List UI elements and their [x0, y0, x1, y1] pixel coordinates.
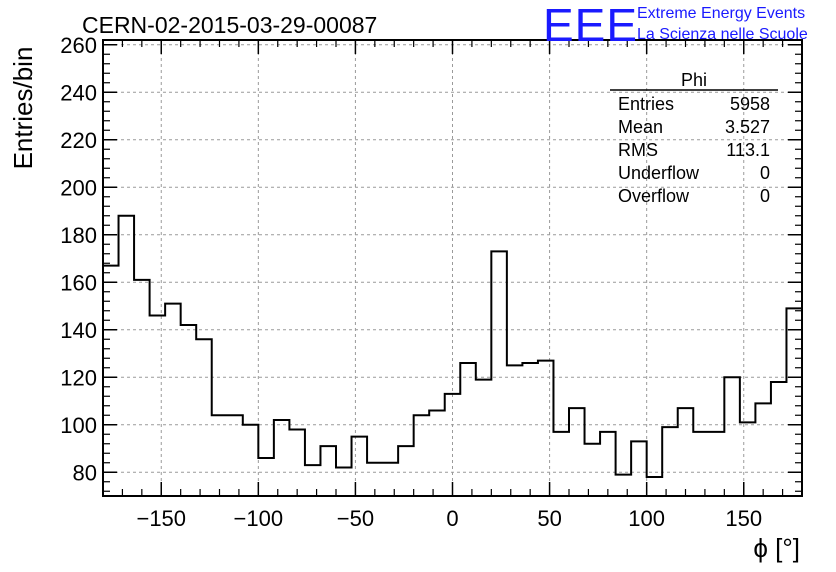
y-tick-label: 200: [60, 175, 97, 200]
logo-line-2: La Scienza nelle Scuole: [637, 26, 808, 43]
stats-row-label: Underflow: [618, 163, 700, 183]
x-tick-label: 0: [446, 506, 458, 531]
stats-rows: Entries 5958 Mean 3.527 RMS 113.1 Underflow 0 Ov…: [618, 94, 770, 206]
stats-row-label: Overflow: [618, 186, 690, 206]
stats-row-label: Mean: [618, 117, 663, 137]
y-tick-label: 180: [60, 223, 97, 248]
tick-labels: −150 −100 −50 0 50 100 150 80 100 120 140 160 180 200…: [60, 33, 762, 531]
stats-row-value: 0: [760, 163, 770, 183]
axis-ticks: [102, 40, 803, 496]
x-tick-label: −150: [136, 506, 186, 531]
histogram-outline: [103, 63, 803, 478]
x-axis-title: ϕ [°]: [753, 533, 800, 563]
y-tick-label: 160: [60, 270, 97, 295]
grid: [103, 40, 802, 496]
y-tick-label: 80: [73, 460, 97, 485]
stats-row-label: RMS: [618, 140, 658, 160]
y-tick-label: 220: [60, 128, 97, 153]
stats-row-label: Entries: [618, 94, 674, 114]
y-tick-label: 120: [60, 365, 97, 390]
stats-row-value: 0: [760, 186, 770, 206]
stats-row-value: 5958: [730, 94, 770, 114]
x-tick-label: −100: [234, 506, 284, 531]
stats-row-value: 113.1: [726, 140, 770, 160]
stats-box: Phi Entries 5958 Mean 3.527 RMS 113.1 Underflo…: [610, 70, 778, 206]
eee-logo-mark: EEE: [543, 0, 638, 51]
logo-line-1: Extreme Energy Events: [637, 5, 805, 22]
eee-logo: EEE Extreme Energy Events La Scienza nel…: [543, 0, 808, 51]
chart-title: CERN-02-2015-03-29-00087: [82, 12, 377, 38]
y-axis-title: Entries/bin: [8, 47, 38, 170]
y-tick-label: 260: [60, 33, 97, 58]
y-tick-label: 240: [60, 80, 97, 105]
y-tick-label: 140: [60, 318, 97, 343]
stats-box-name: Phi: [681, 70, 707, 90]
y-tick-label: 100: [60, 413, 97, 438]
x-tick-label: 50: [537, 506, 561, 531]
stats-row-value: 3.527: [725, 117, 770, 137]
x-tick-label: 100: [628, 506, 665, 531]
x-tick-label: −50: [337, 506, 374, 531]
x-tick-label: 150: [725, 506, 762, 531]
